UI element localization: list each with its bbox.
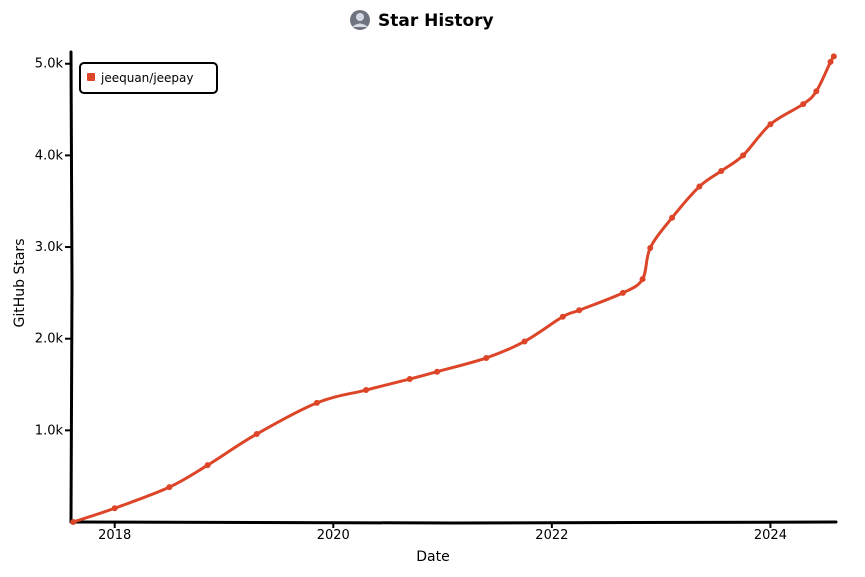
series-point (166, 484, 173, 491)
x-tick-label: 2018 (98, 528, 131, 543)
series-point (619, 289, 626, 296)
series-point (647, 244, 654, 251)
y-axis-line (69, 50, 74, 524)
series-point (827, 58, 834, 65)
series-point (521, 338, 528, 345)
y-tick-label: 1.0k (35, 423, 64, 438)
chart-title-group: Star History (350, 10, 494, 31)
series-layer (70, 53, 837, 525)
series-point (740, 152, 747, 159)
avatar-icon-face (356, 13, 364, 21)
x-tick-label: 2022 (535, 528, 568, 543)
y-tick-label: 3.0k (35, 240, 64, 255)
x-axis-label: Date (416, 549, 449, 565)
series-point (363, 387, 370, 394)
x-tick-label: 2024 (754, 528, 787, 543)
series-point (830, 53, 837, 60)
series-point (313, 399, 320, 406)
series-point (800, 101, 807, 108)
series-point (669, 214, 676, 221)
series-point (576, 307, 583, 314)
y-axis-ticks: 1.0k 2.0k 3.0k 4.0k 5.0k (35, 57, 71, 438)
series-point (406, 376, 413, 383)
series-point (434, 368, 441, 375)
series-point (718, 167, 725, 174)
series-point (767, 121, 774, 128)
y-axis-label: GitHub Stars (12, 239, 28, 328)
y-tick-label: 4.0k (35, 148, 64, 163)
y-tick-label: 5.0k (35, 57, 64, 72)
legend: jeequan/jeepay (79, 62, 218, 94)
legend-swatch (87, 73, 95, 81)
x-axis-ticks: 2018 2020 2022 2024 (98, 522, 787, 543)
series-point (559, 313, 566, 320)
y-tick-label: 2.0k (35, 332, 64, 347)
series-point (204, 462, 211, 469)
series-line (71, 54, 836, 524)
legend-box (79, 62, 218, 94)
series-point (639, 276, 646, 283)
legend-entry-label: jeequan/jeepay (100, 71, 194, 85)
avatar-icon-shoulders (352, 23, 368, 27)
x-tick-label: 2020 (317, 528, 350, 543)
series-point (483, 354, 490, 361)
series-point (253, 431, 260, 438)
series-point (70, 519, 77, 525)
series-point (111, 505, 118, 512)
x-axis-line (69, 520, 838, 525)
chart-title: Star History (378, 11, 494, 31)
series-point (696, 183, 703, 190)
series-point (813, 88, 820, 95)
